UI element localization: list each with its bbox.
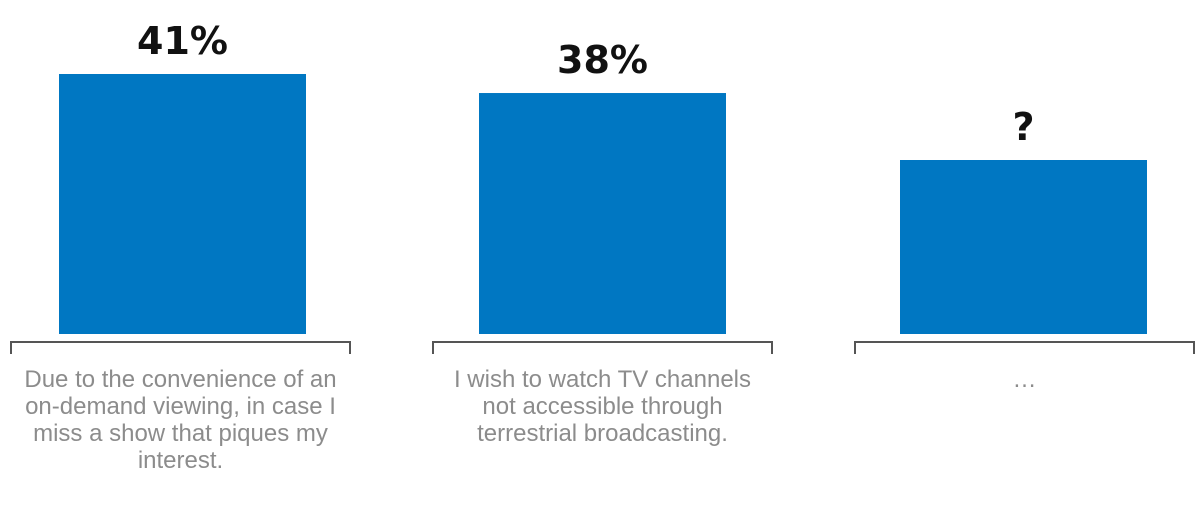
category-label-3: … [1012, 366, 1037, 393]
value-label-1: 41% [137, 19, 228, 63]
bar-1 [59, 74, 306, 334]
value-label-3: ? [1012, 105, 1034, 149]
bar-3 [900, 160, 1147, 334]
value-label-2: 38% [557, 38, 648, 82]
category-bracket-1 [10, 341, 351, 354]
category-label-2: I wish to watch TV channels not accessib… [453, 366, 752, 447]
category-label-1: Due to the convenience of an on-demand v… [24, 366, 337, 474]
bar-2 [479, 93, 726, 335]
category-bracket-2 [432, 341, 773, 354]
category-bracket-3 [854, 341, 1195, 354]
